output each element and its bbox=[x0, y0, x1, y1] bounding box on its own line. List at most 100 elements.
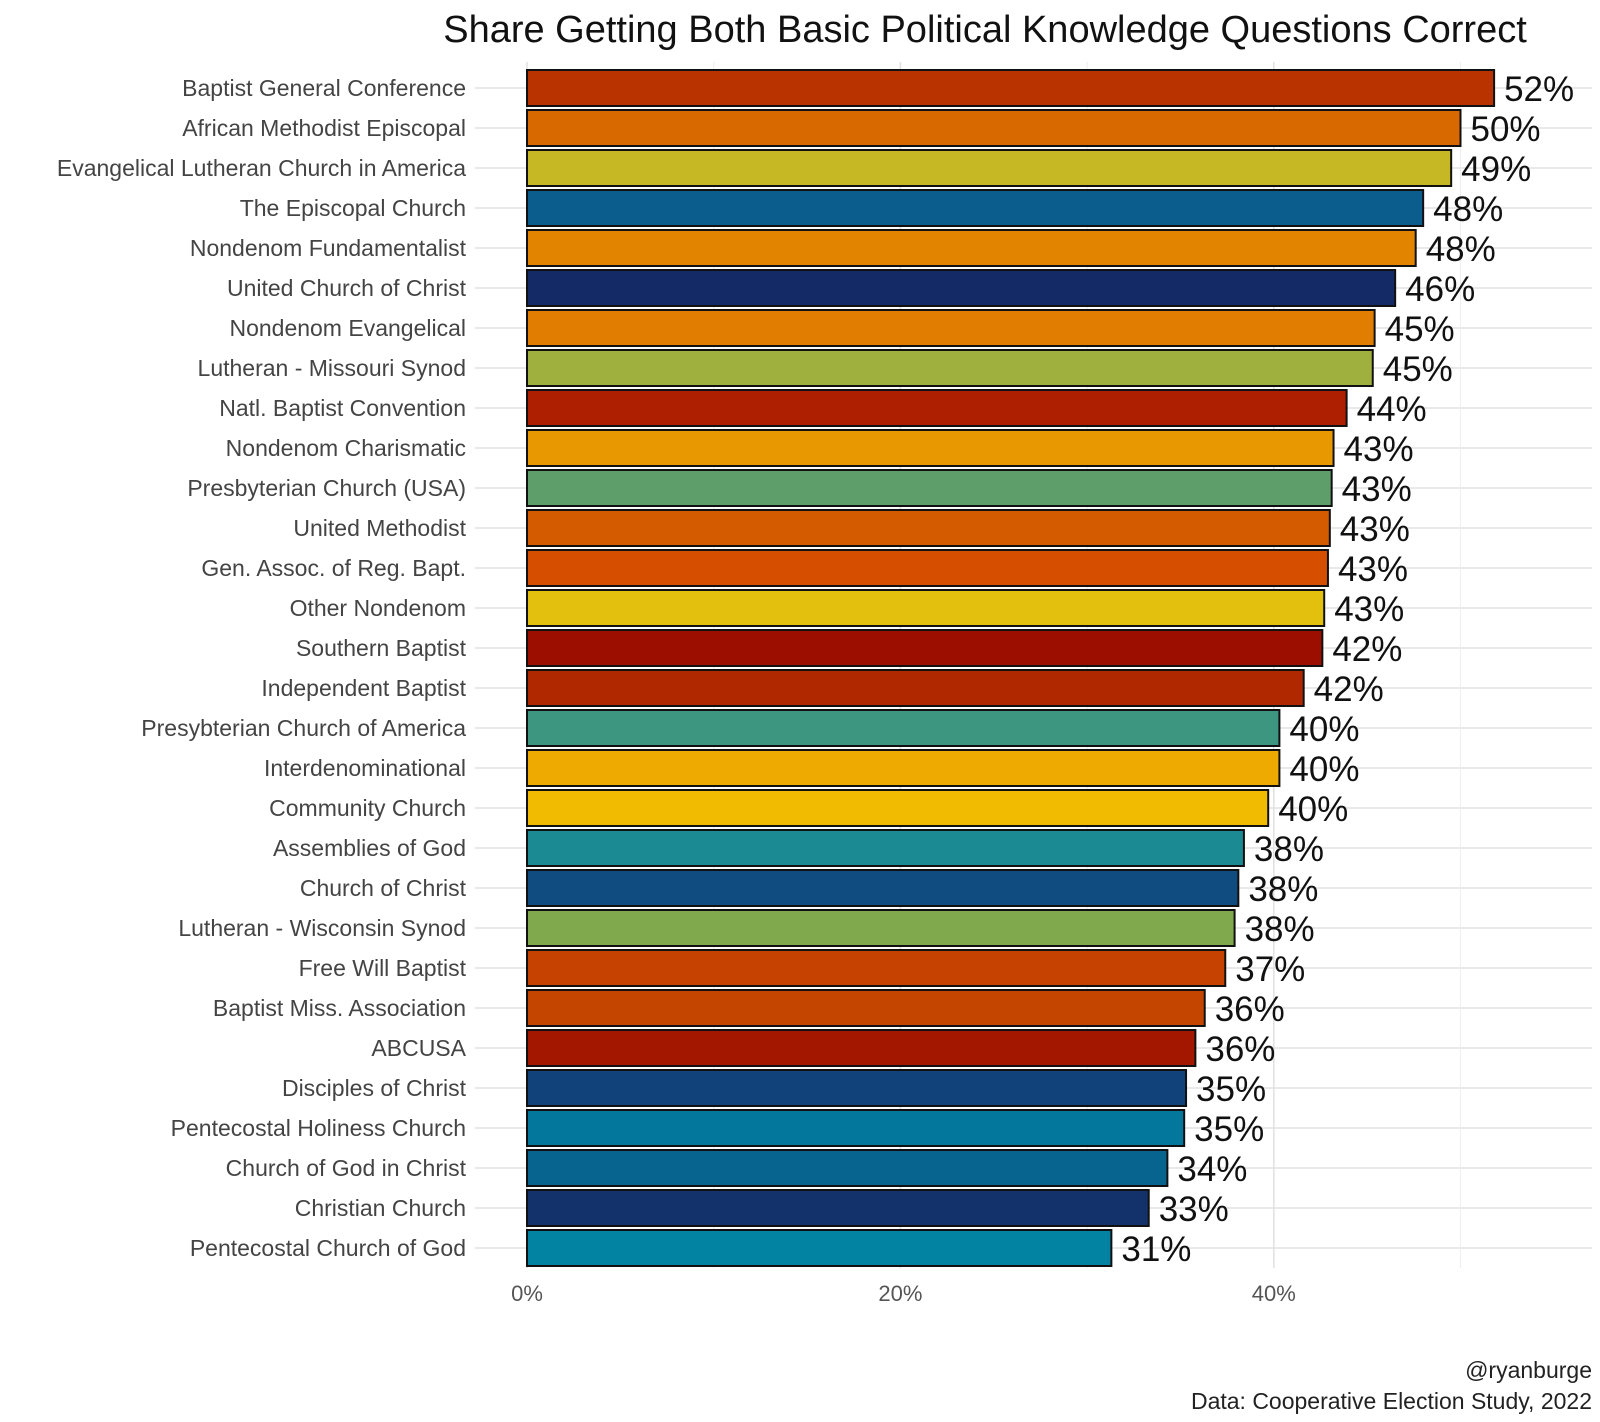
category-label: Pentecostal Holiness Church bbox=[171, 1115, 466, 1141]
caption-source: Data: Cooperative Election Study, 2022 bbox=[1191, 1388, 1592, 1414]
value-label: 43% bbox=[1340, 510, 1410, 549]
bar bbox=[526, 909, 1236, 947]
value-label: 43% bbox=[1342, 470, 1412, 509]
bar bbox=[526, 229, 1417, 267]
value-labels: 52%50%49%48%48%46%45%45%44%43%43%43%43%4… bbox=[1121, 70, 1574, 1269]
value-label: 50% bbox=[1471, 110, 1541, 149]
x-tick-label: 40% bbox=[1252, 1281, 1296, 1306]
bar bbox=[526, 429, 1335, 467]
value-label: 44% bbox=[1357, 390, 1427, 429]
value-label: 46% bbox=[1405, 270, 1475, 309]
bar bbox=[526, 949, 1227, 987]
value-label: 33% bbox=[1159, 1190, 1229, 1229]
value-label: 35% bbox=[1196, 1070, 1266, 1109]
category-label: Natl. Baptist Convention bbox=[219, 395, 466, 421]
value-label: 38% bbox=[1248, 870, 1318, 909]
bar bbox=[526, 789, 1270, 827]
category-label: The Episcopal Church bbox=[240, 195, 466, 221]
bar bbox=[526, 509, 1331, 547]
category-label: Interdenominational bbox=[264, 755, 466, 781]
value-label: 45% bbox=[1383, 350, 1453, 389]
bar bbox=[526, 829, 1245, 867]
bar bbox=[526, 1149, 1169, 1187]
value-label: 43% bbox=[1334, 590, 1404, 629]
bar bbox=[526, 349, 1374, 387]
category-label: Church of Christ bbox=[300, 875, 467, 901]
bars bbox=[526, 69, 1496, 1267]
value-label: 34% bbox=[1177, 1150, 1247, 1189]
category-label: Southern Baptist bbox=[296, 635, 467, 661]
category-label: Gen. Assoc. of Reg. Bapt. bbox=[201, 555, 466, 581]
bar bbox=[526, 549, 1329, 587]
x-tick-label: 20% bbox=[878, 1281, 922, 1306]
value-label: 52% bbox=[1504, 70, 1574, 109]
bar bbox=[526, 149, 1453, 187]
bar bbox=[526, 1029, 1197, 1067]
bar bbox=[526, 669, 1305, 707]
value-label: 40% bbox=[1289, 750, 1359, 789]
category-labels: Baptist General Conference African Method… bbox=[57, 75, 467, 1261]
category-label: Other Nondenom bbox=[290, 595, 466, 621]
category-label: Nondenom Charismatic bbox=[226, 435, 466, 461]
value-label: 42% bbox=[1314, 670, 1384, 709]
category-label: African Methodist Episcopal bbox=[182, 115, 466, 141]
bar bbox=[526, 989, 1206, 1027]
bar bbox=[526, 109, 1462, 147]
value-label: 40% bbox=[1289, 710, 1359, 749]
x-tick-label: 0% bbox=[511, 1281, 543, 1306]
value-label: 45% bbox=[1385, 310, 1455, 349]
value-label: 48% bbox=[1433, 190, 1503, 229]
category-label: Baptist Miss. Association bbox=[213, 995, 466, 1021]
category-label: Assemblies of God bbox=[273, 835, 466, 861]
bar bbox=[526, 69, 1496, 107]
category-label: United Methodist bbox=[293, 515, 466, 541]
category-label: United Church of Christ bbox=[227, 275, 467, 301]
value-label: 35% bbox=[1194, 1110, 1264, 1149]
value-label: 43% bbox=[1344, 430, 1414, 469]
chart-title: Share Getting Both Basic Political Knowl… bbox=[443, 9, 1527, 51]
category-label: ABCUSA bbox=[371, 1035, 466, 1061]
bar bbox=[526, 469, 1333, 507]
value-label: 31% bbox=[1121, 1230, 1191, 1269]
value-label: 38% bbox=[1254, 830, 1324, 869]
bar bbox=[526, 269, 1397, 307]
value-label: 43% bbox=[1338, 550, 1408, 589]
value-label: 37% bbox=[1235, 950, 1305, 989]
category-label: Church of God in Christ bbox=[226, 1155, 467, 1181]
category-label: Nondenom Evangelical bbox=[229, 315, 466, 341]
category-label: Disciples of Christ bbox=[282, 1075, 467, 1101]
value-label: 49% bbox=[1461, 150, 1531, 189]
category-label: Baptist General Conference bbox=[182, 75, 466, 101]
category-label: Presybterian Church of America bbox=[141, 715, 466, 741]
value-label: 36% bbox=[1205, 1030, 1275, 1069]
bar bbox=[526, 869, 1240, 907]
value-label: 48% bbox=[1426, 230, 1496, 269]
bar bbox=[526, 1229, 1113, 1267]
value-label: 38% bbox=[1245, 910, 1315, 949]
bar bbox=[526, 749, 1281, 787]
bar bbox=[526, 1069, 1188, 1107]
bar bbox=[526, 589, 1326, 627]
category-label: Lutheran - Missouri Synod bbox=[198, 355, 466, 381]
value-label: 36% bbox=[1215, 990, 1285, 1029]
value-label: 42% bbox=[1332, 630, 1402, 669]
category-label: Pentecostal Church of God bbox=[190, 1235, 466, 1261]
bar bbox=[526, 309, 1376, 347]
category-label: Evangelical Lutheran Church in America bbox=[57, 155, 466, 181]
category-label: Nondenom Fundamentalist bbox=[190, 235, 467, 261]
category-label: Independent Baptist bbox=[261, 675, 466, 701]
bar bbox=[526, 389, 1348, 427]
caption-author: @ryanburge bbox=[1465, 1357, 1592, 1383]
category-label: Free Will Baptist bbox=[299, 955, 467, 981]
category-label: Community Church bbox=[269, 795, 466, 821]
x-axis-ticks: 0% 20% 40% bbox=[511, 1281, 1296, 1306]
bar bbox=[526, 709, 1281, 747]
bar bbox=[526, 1189, 1150, 1227]
value-label: 40% bbox=[1278, 790, 1348, 829]
bar bbox=[526, 1109, 1186, 1147]
category-label: Lutheran - Wisconsin Synod bbox=[178, 915, 466, 941]
bar bbox=[526, 629, 1324, 667]
category-label: Presbyterian Church (USA) bbox=[187, 475, 466, 501]
